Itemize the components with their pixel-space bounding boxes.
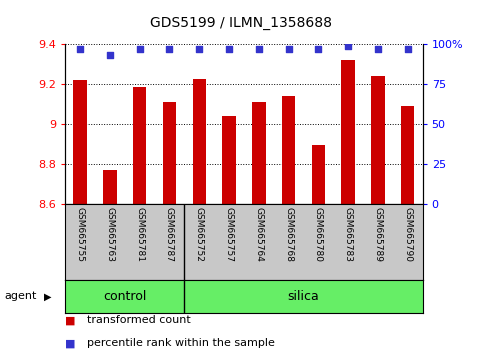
Text: percentile rank within the sample: percentile rank within the sample (87, 338, 275, 348)
Bar (185, 280, 423, 313)
Point (225, 46, 233, 52)
Text: control: control (103, 290, 146, 303)
Text: GSM665752: GSM665752 (195, 207, 204, 262)
Bar (282, 96, 295, 204)
Point (314, 46, 322, 52)
Bar (371, 76, 384, 204)
Text: ▶: ▶ (43, 291, 51, 302)
Point (344, 43, 352, 48)
Text: GSM665780: GSM665780 (314, 207, 323, 262)
Point (106, 52, 114, 58)
Point (76, 46, 84, 52)
Bar (133, 87, 146, 204)
Bar (341, 60, 355, 204)
Point (136, 46, 143, 52)
Bar (193, 79, 206, 204)
Text: GSM665787: GSM665787 (165, 207, 174, 262)
Bar (163, 102, 176, 204)
Text: GSM665768: GSM665768 (284, 207, 293, 262)
Text: transformed count: transformed count (87, 315, 191, 325)
Text: agent: agent (5, 291, 37, 302)
Bar (103, 170, 116, 204)
Bar (401, 106, 414, 204)
Text: ■: ■ (65, 315, 76, 325)
Bar (222, 116, 236, 204)
Text: GSM665781: GSM665781 (135, 207, 144, 262)
Bar (252, 102, 266, 204)
Text: GSM665790: GSM665790 (403, 207, 412, 262)
Text: GSM665783: GSM665783 (344, 207, 353, 262)
Point (255, 46, 263, 52)
Text: GSM665755: GSM665755 (76, 207, 85, 262)
Text: GSM665757: GSM665757 (225, 207, 233, 262)
Text: GSM665764: GSM665764 (255, 207, 263, 262)
Text: GSM665789: GSM665789 (373, 207, 383, 262)
Bar (73, 80, 87, 204)
Text: silica: silica (287, 290, 319, 303)
Point (166, 46, 173, 52)
Point (196, 46, 203, 52)
Text: GDS5199 / ILMN_1358688: GDS5199 / ILMN_1358688 (151, 16, 332, 30)
Bar (312, 145, 325, 204)
Point (285, 46, 293, 52)
Text: ■: ■ (65, 338, 76, 348)
Point (404, 46, 412, 52)
Text: GSM665763: GSM665763 (105, 207, 114, 262)
Point (374, 46, 382, 52)
Bar (65, 280, 185, 313)
